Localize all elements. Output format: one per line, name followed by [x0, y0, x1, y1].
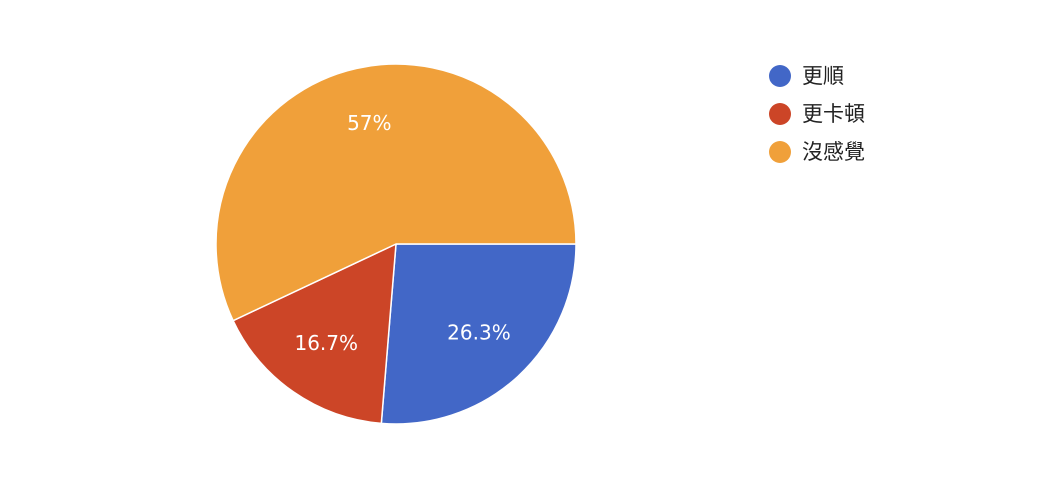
pie-slice	[232, 242, 397, 425]
data-label: 57%	[347, 111, 391, 135]
pie-slice	[215, 63, 577, 322]
legend-swatch	[769, 141, 791, 163]
legend-label: 更順	[802, 64, 844, 88]
legend-label: 更卡頓	[802, 102, 865, 126]
legend-swatch	[769, 65, 791, 87]
legend-swatch	[769, 103, 791, 125]
data-label: 26.3%	[447, 321, 511, 345]
data-label: 16.7%	[294, 331, 358, 355]
pie-slice	[380, 243, 577, 425]
legend-label: 沒感覺	[802, 140, 865, 164]
